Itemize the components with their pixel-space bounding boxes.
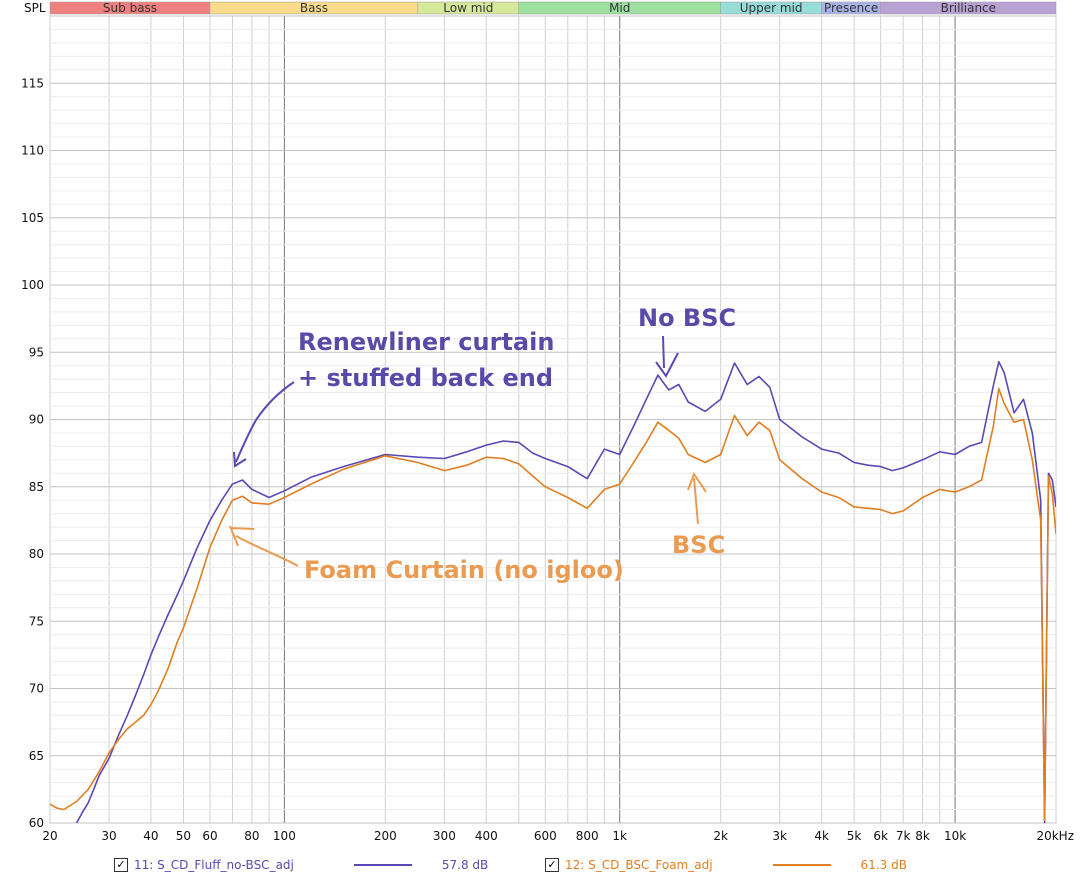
y-tick-label: 110 (21, 144, 44, 158)
x-tick-label: 2k (713, 829, 728, 843)
band-label-4: Upper mid (740, 1, 803, 15)
arrowhead-no-bsc (655, 352, 679, 378)
y-tick-label: 65 (29, 749, 44, 763)
x-tick-label: 10k (944, 829, 966, 843)
annotation-bsc: BSC (672, 531, 725, 559)
y-tick-label: 75 (29, 614, 44, 628)
arrowhead-renewliner (233, 451, 247, 468)
band-label-2: Low mid (443, 1, 493, 15)
legend-value-2: 61.3 dB (860, 858, 907, 872)
annotation-stuffed: + stuffed back end (298, 364, 553, 392)
band-6 (880, 1, 1057, 15)
band-label-1: Bass (300, 1, 328, 15)
x-tick-label: 300 (433, 829, 456, 843)
arrowhead-bsc (687, 471, 707, 493)
x-tick-label: 5k (847, 829, 862, 843)
x-tick-label: 400 (475, 829, 498, 843)
legend-checkbox-2[interactable]: ✓ (545, 858, 559, 872)
x-tick-label: 600 (534, 829, 557, 843)
legend-label-2: 12: S_CD_BSC_Foam_adj (565, 858, 713, 872)
annotation-foam-curtain: Foam Curtain (no igloo) (304, 556, 624, 584)
y-tick-label: 80 (29, 547, 44, 561)
series-line-2 (50, 387, 1056, 822)
y-axis-label: SPL (24, 1, 46, 15)
x-tick-label: 100 (273, 829, 296, 843)
band-label-5: Presence (824, 1, 878, 15)
legend-checkbox-1[interactable]: ✓ (114, 858, 128, 872)
x-tick-label: 80 (244, 829, 259, 843)
x-tick-label: 60 (202, 829, 217, 843)
y-tick-label: 100 (21, 278, 44, 292)
frequency-bands: Sub bass Bass Low mid Mid Upper mid Presence B… (49, 1, 1057, 15)
arrow-bsc (693, 477, 699, 525)
band-label-3: Mid (609, 1, 630, 15)
x-tick-label: 6k (873, 829, 888, 843)
y-tick-label: 60 (29, 816, 44, 830)
legend-swatch-1 (353, 864, 412, 866)
legend-value-1: 57.8 dB (441, 858, 489, 872)
legend-label-1: 11: S_CD_Fluff_no-BSC_adj (134, 858, 294, 872)
x-tick-label: 800 (576, 829, 599, 843)
annotation-no-bsc: No BSC (638, 304, 736, 332)
y-tick-label: 85 (29, 480, 44, 494)
y-tick-label: 70 (29, 682, 44, 696)
annotations: Renewliner curtain + stuffed back end No… (229, 304, 736, 584)
y-tick-label: 90 (29, 413, 44, 427)
y-tick-label: 115 (21, 76, 44, 90)
x-tick-label: 3k (772, 829, 787, 843)
series-line-1 (75, 360, 1056, 823)
y-tick-label: 95 (29, 345, 44, 359)
arrow-renewliner (235, 381, 295, 463)
arrow-foam-curtain (235, 535, 299, 567)
x-tick-label: 30 (101, 829, 116, 843)
curves (50, 360, 1056, 823)
x-tick-label: 20kHz (1036, 829, 1074, 843)
x-tick-label: 7k (896, 829, 911, 843)
x-tick-label: 200 (374, 829, 397, 843)
legend-item-2[interactable]: ✓ 12: S_CD_BSC_Foam_adj 61.3 dB (545, 855, 907, 875)
x-tick-label: 4k (814, 829, 829, 843)
x-tick-label: 1k (612, 829, 627, 843)
grid-lines (49, 15, 1057, 824)
annotation-renewliner: Renewliner curtain (298, 328, 554, 356)
y-tick-label: 105 (21, 211, 44, 225)
arrow-no-bsc (662, 335, 665, 369)
x-tick-label: 50 (176, 829, 191, 843)
x-tick-label: 20 (42, 829, 57, 843)
tick-labels: 20 30 40 50 60 80 100 200 300 400 600 800 1k 2k 3k 4k 5k… (21, 76, 1074, 843)
band-label-6: Brilliance (941, 1, 996, 15)
x-tick-label: 8k (915, 829, 930, 843)
legend-item-1[interactable]: ✓ 11: S_CD_Fluff_no-BSC_adj 57.8 dB (114, 855, 488, 875)
legend-swatch-2 (772, 864, 831, 866)
band-label-0: Sub bass (103, 1, 157, 15)
x-tick-label: 40 (143, 829, 158, 843)
arrowhead-foam-curtain (229, 525, 255, 547)
